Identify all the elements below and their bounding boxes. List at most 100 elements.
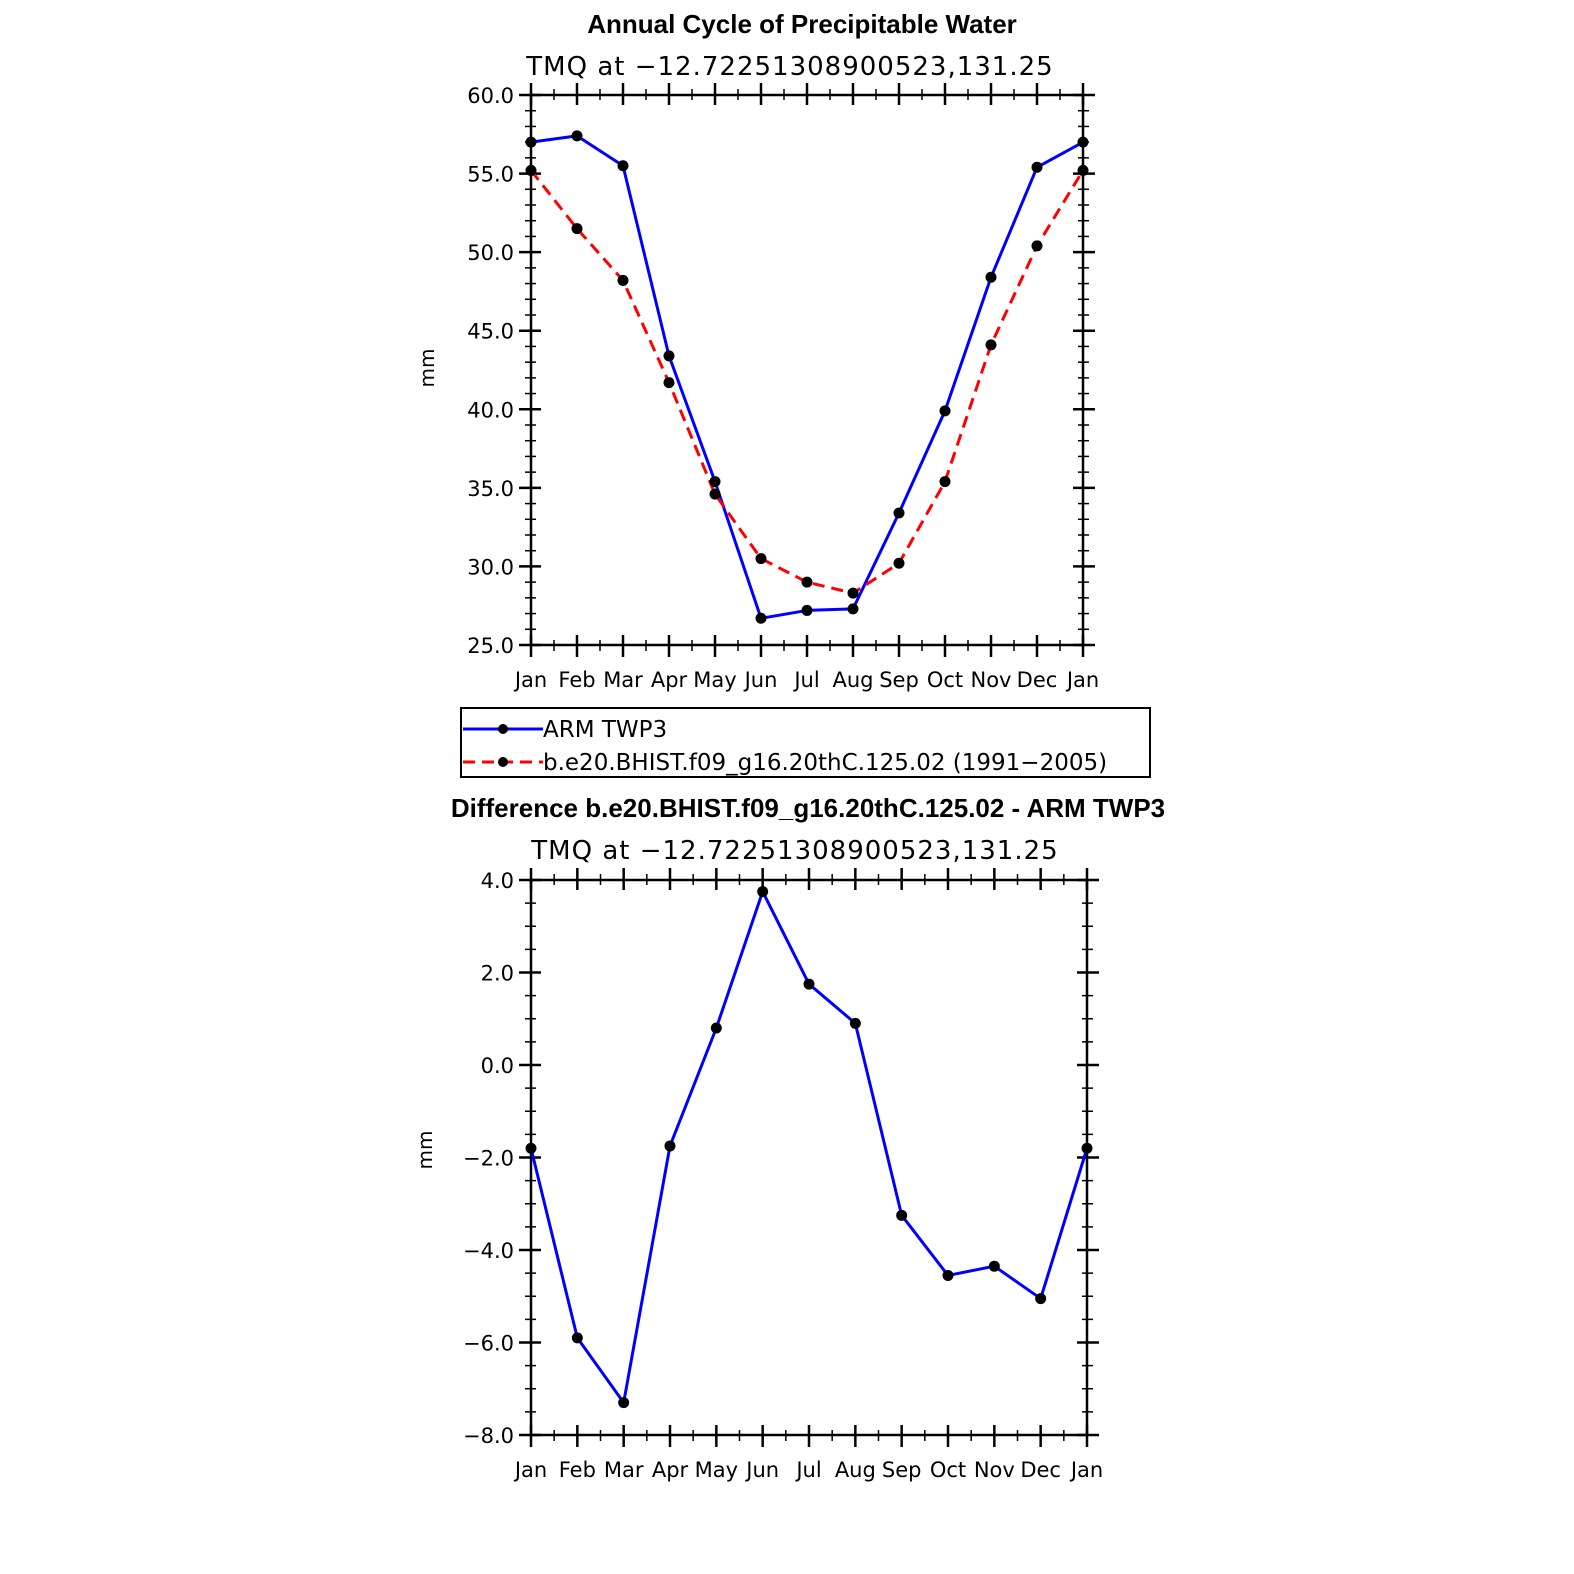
data-point xyxy=(985,271,997,283)
x-tick-label: Jan xyxy=(1069,1458,1103,1482)
x-tick-label: Sep xyxy=(882,1458,922,1482)
x-tick-label: Dec xyxy=(1017,668,1058,692)
data-point xyxy=(664,1140,676,1152)
y-axis-label: mm xyxy=(415,349,439,388)
series-line-0 xyxy=(529,890,1089,1405)
chart-title: Difference b.e20.BHIST.f09_g16.20thC.125… xyxy=(451,793,1165,823)
plot-frame xyxy=(529,93,1085,647)
y-tick-label: −6.0 xyxy=(463,1332,514,1356)
data-point xyxy=(1081,1142,1093,1154)
data-point xyxy=(709,488,721,500)
y-tick-label: 35.0 xyxy=(467,477,514,501)
data-point xyxy=(571,130,583,142)
chart-subtitle: TMQ at −12.72251308900523,131.25 xyxy=(530,836,1058,866)
data-point xyxy=(1031,240,1043,252)
x-tick-label: Jan xyxy=(513,1458,547,1482)
data-point xyxy=(571,1332,583,1344)
y-tick-label: 60.0 xyxy=(467,84,514,108)
difference-chart: Difference b.e20.BHIST.f09_g16.20thC.125… xyxy=(413,793,1165,1482)
y-tick-label: 45.0 xyxy=(467,320,514,344)
data-point xyxy=(893,557,905,569)
x-tick-label: Oct xyxy=(930,1458,966,1482)
y-axis-label: mm xyxy=(413,1131,437,1170)
x-tick-label: Jul xyxy=(794,1458,821,1482)
data-point xyxy=(618,1397,630,1409)
x-tick-label: Aug xyxy=(835,1458,876,1482)
data-point xyxy=(939,476,951,488)
x-tick-label: Jul xyxy=(792,668,819,692)
series-line-0 xyxy=(530,134,1084,620)
data-point xyxy=(525,136,537,148)
x-tick-label: Oct xyxy=(927,668,963,692)
data-point xyxy=(710,1022,722,1034)
x-tick-label: Nov xyxy=(974,1458,1015,1482)
data-point xyxy=(1077,164,1089,176)
data-point xyxy=(757,886,769,898)
x-tick-label: Jun xyxy=(743,668,778,692)
data-point xyxy=(893,507,905,519)
x-tick-label: Feb xyxy=(558,668,595,692)
x-tick-label: Dec xyxy=(1020,1458,1061,1482)
x-tick-label: Feb xyxy=(559,1458,596,1482)
legend-box xyxy=(460,707,1151,778)
x-tick-label: Jan xyxy=(1065,668,1099,692)
data-point xyxy=(896,1209,908,1221)
x-tick-label: Sep xyxy=(879,668,919,692)
x-tick-label: May xyxy=(695,1458,738,1482)
x-tick-label: Mar xyxy=(604,1458,644,1482)
x-tick-label: Mar xyxy=(603,668,643,692)
legend: ARM TWP3 b.e20.BHIST.f09_g16.20thC.125.0… xyxy=(460,707,1151,778)
data-point xyxy=(755,553,767,565)
data-point xyxy=(525,1142,537,1154)
data-point xyxy=(755,612,767,624)
data-point xyxy=(801,576,813,588)
data-point xyxy=(849,1017,861,1029)
data-point xyxy=(1035,1293,1047,1305)
x-tick-label: May xyxy=(693,668,736,692)
series-layer xyxy=(525,886,1093,1409)
y-tick-label: −8.0 xyxy=(463,1424,514,1448)
legend-marker-arm xyxy=(498,724,508,734)
series-line-1 xyxy=(529,169,1085,595)
data-point xyxy=(1031,161,1043,173)
y-tick-label: 55.0 xyxy=(467,163,514,187)
data-point xyxy=(1077,136,1089,148)
y-tick-label: 40.0 xyxy=(467,398,514,422)
chart-title: Annual Cycle of Precipitable Water xyxy=(587,9,1017,39)
x-tick-label: Jan xyxy=(513,668,547,692)
data-point xyxy=(942,1269,954,1281)
data-point xyxy=(988,1260,1000,1272)
x-tick-label: Apr xyxy=(652,1458,689,1482)
series-layer xyxy=(525,130,1089,624)
data-point xyxy=(803,978,815,990)
x-tick-label: Nov xyxy=(971,668,1012,692)
x-tick-label: Apr xyxy=(651,668,688,692)
data-point xyxy=(801,604,813,616)
data-point xyxy=(985,339,997,351)
data-point xyxy=(525,164,537,176)
y-tick-label: 30.0 xyxy=(467,555,514,579)
chart-subtitle: TMQ at −12.72251308900523,131.25 xyxy=(525,52,1053,82)
data-point xyxy=(663,350,675,362)
plot-frame xyxy=(529,878,1089,1437)
legend-label-arm: ARM TWP3 xyxy=(543,717,667,743)
y-tick-label: −2.0 xyxy=(463,1147,514,1171)
plot-axes: 25.0 30.0 35.0 40.0 45.0 50.0 55.0 60.0 Jan Feb Ma… xyxy=(467,83,1099,692)
y-tick-label: 25.0 xyxy=(467,634,514,658)
y-tick-label: 50.0 xyxy=(467,241,514,265)
data-point xyxy=(709,476,721,488)
data-point xyxy=(617,160,629,172)
y-tick-label: 2.0 xyxy=(481,962,514,986)
data-point xyxy=(847,603,859,615)
data-point xyxy=(847,587,859,599)
y-tick-label: −4.0 xyxy=(463,1239,514,1263)
x-tick-label: Jun xyxy=(744,1458,779,1482)
y-tick-label: 0.0 xyxy=(481,1054,514,1078)
plot-axes: −8.0 −6.0 −4.0 −2.0 0.0 2.0 4.0 Jan Feb Mar Apr May… xyxy=(463,868,1103,1482)
annual-cycle-chart: Annual Cycle of Precipitable Water TMQ a… xyxy=(415,9,1099,692)
data-point xyxy=(617,274,629,286)
data-point xyxy=(663,377,675,389)
data-point xyxy=(571,223,583,235)
legend-label-model: b.e20.BHIST.f09_g16.20thC.125.02 (1991−2… xyxy=(543,750,1107,776)
